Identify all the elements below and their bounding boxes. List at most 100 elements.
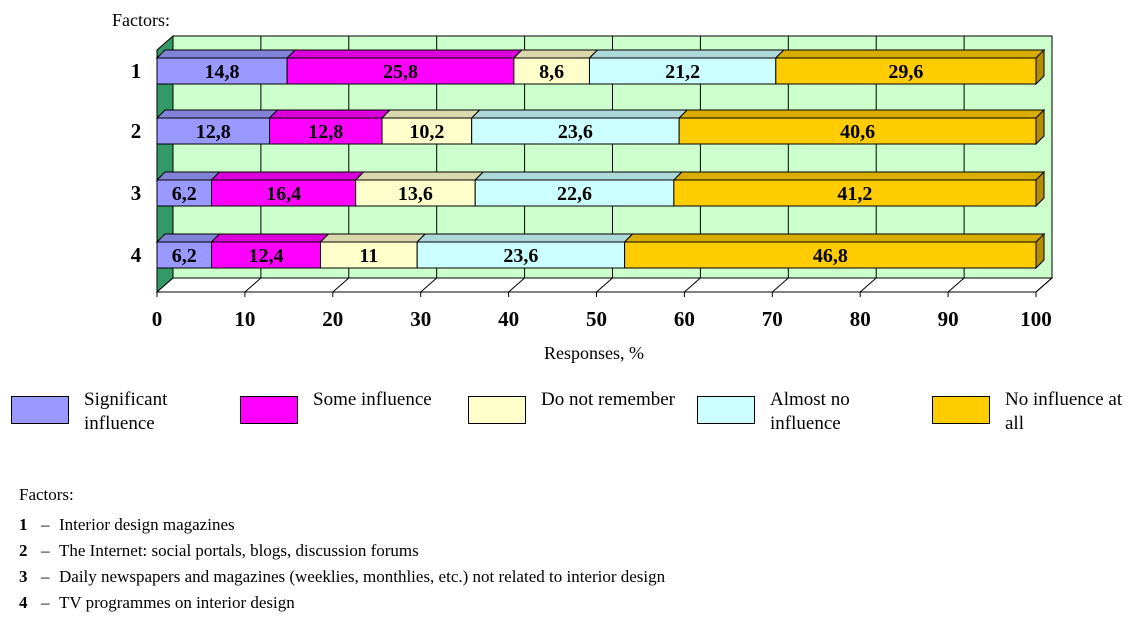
bar-segment: [678, 117, 1037, 145]
data-label: 14,8: [205, 61, 240, 83]
bar-top: [473, 171, 684, 181]
x-tick-label: 100: [1020, 307, 1052, 331]
bar-segment: [156, 57, 288, 85]
factors-heading: Factors:: [19, 485, 74, 504]
gridline: [244, 277, 262, 293]
data-label: 41,2: [837, 183, 872, 205]
bar-top: [155, 171, 221, 181]
gridline: [947, 277, 965, 293]
data-label: 25,8: [383, 61, 418, 83]
bar-top: [354, 171, 485, 181]
data-label: 13,6: [398, 183, 433, 205]
factor-text: TV programmes on interior design: [59, 593, 295, 612]
bar-segment: [156, 241, 212, 269]
bar-top: [415, 233, 634, 243]
data-label: 6,2: [172, 183, 197, 205]
gridline: [771, 277, 789, 293]
bar-top: [380, 109, 481, 119]
bar-segment: [416, 241, 626, 269]
factor-row: 1– Interior design magazines: [19, 515, 235, 535]
data-label: 12,8: [308, 121, 343, 143]
data-label: 6,2: [172, 245, 197, 267]
gridline: [596, 277, 613, 293]
bar-top: [319, 233, 427, 243]
bar-top: [268, 109, 392, 119]
x-tick-label: 50: [586, 307, 607, 331]
y-tick-label: 4: [131, 243, 142, 267]
factor-number: 2: [19, 541, 28, 560]
bar-top: [470, 109, 689, 119]
data-label: 10,2: [409, 121, 444, 143]
factor-dash: –: [41, 515, 50, 534]
bar-segment: [355, 179, 476, 207]
factor-text: Daily newspapers and magazines (weeklies…: [59, 567, 666, 586]
bar-top: [774, 49, 1046, 59]
bar-end: [1035, 232, 1045, 270]
factor-dash: –: [41, 541, 50, 560]
factor-text: The Internet: social portals, blogs, dis…: [59, 541, 419, 560]
factor-dash: –: [41, 593, 50, 612]
bar-top: [285, 49, 524, 59]
bar-segment: [381, 117, 473, 145]
data-label: 8,6: [539, 61, 564, 83]
bar-segment: [474, 179, 675, 207]
gridline: [859, 277, 877, 293]
data-label: 40,6: [840, 121, 875, 143]
bar-segment: [269, 117, 383, 145]
bar-segment: [319, 241, 418, 269]
x-tick-label: 40: [498, 307, 519, 331]
x-tick-label: 60: [674, 307, 695, 331]
factor-number: 1: [19, 515, 28, 534]
gridline: [508, 277, 525, 293]
bars: 14,8 25,8 8,6 21,2 29,6 12,8 12,8 10,2 23,6 40,6 6…: [155, 48, 1046, 270]
bar-segment: [210, 241, 321, 269]
data-label: 29,6: [888, 61, 923, 83]
bar-end: [1035, 48, 1045, 86]
gridline: [332, 277, 350, 293]
legend-label: Do not remember: [541, 389, 676, 410]
bar-segment: [673, 179, 1037, 207]
y-axis-title: Factors:: [112, 10, 170, 30]
factor-number: 3: [19, 567, 28, 586]
legend-swatch: [11, 396, 69, 424]
data-label: 11: [359, 245, 378, 267]
gridline: [1035, 277, 1053, 293]
x-tick-label: 20: [322, 307, 343, 331]
data-label: 12,4: [248, 245, 283, 267]
bar-segment: [588, 57, 777, 85]
data-label: 23,6: [558, 121, 593, 143]
bar-segment: [471, 117, 680, 145]
factor-row: 4– TV programmes on interior design: [19, 593, 295, 613]
x-tick-label: 0: [152, 307, 163, 331]
y-tick-label: 1: [131, 59, 142, 83]
bar-segment: [286, 57, 515, 85]
legend-swatch: [240, 396, 298, 424]
legend-swatch: [932, 396, 990, 424]
bar-top: [155, 49, 297, 59]
factor-row: 2– The Internet: social portals, blogs, d…: [19, 541, 419, 561]
x-tick-label: 90: [938, 307, 959, 331]
bar-top: [677, 109, 1046, 119]
y-tick-label: 3: [131, 181, 142, 205]
bar-top: [155, 109, 279, 119]
x-axis-title: Responses, %: [544, 343, 644, 363]
bar-top: [588, 49, 786, 59]
bar-end: [1035, 170, 1045, 208]
bar-top: [623, 233, 1046, 243]
data-label: 12,8: [196, 121, 231, 143]
data-label: 16,4: [266, 183, 301, 205]
legend-label: Some influence: [313, 389, 432, 410]
legend-label: No influence at all: [1005, 389, 1123, 434]
factor-text: Interior design magazines: [59, 515, 235, 534]
bar-segment: [624, 241, 1037, 269]
data-label: 21,2: [665, 61, 700, 83]
factor-dash: –: [41, 567, 50, 586]
bar-top: [155, 233, 221, 243]
gridline: [684, 277, 701, 293]
x-tick-label: 30: [410, 307, 431, 331]
x-tick-label: 70: [762, 307, 783, 331]
bar-segment: [156, 117, 271, 145]
bar-segment: [775, 57, 1037, 85]
bar-top: [210, 233, 330, 243]
legend-swatch: [697, 396, 755, 424]
